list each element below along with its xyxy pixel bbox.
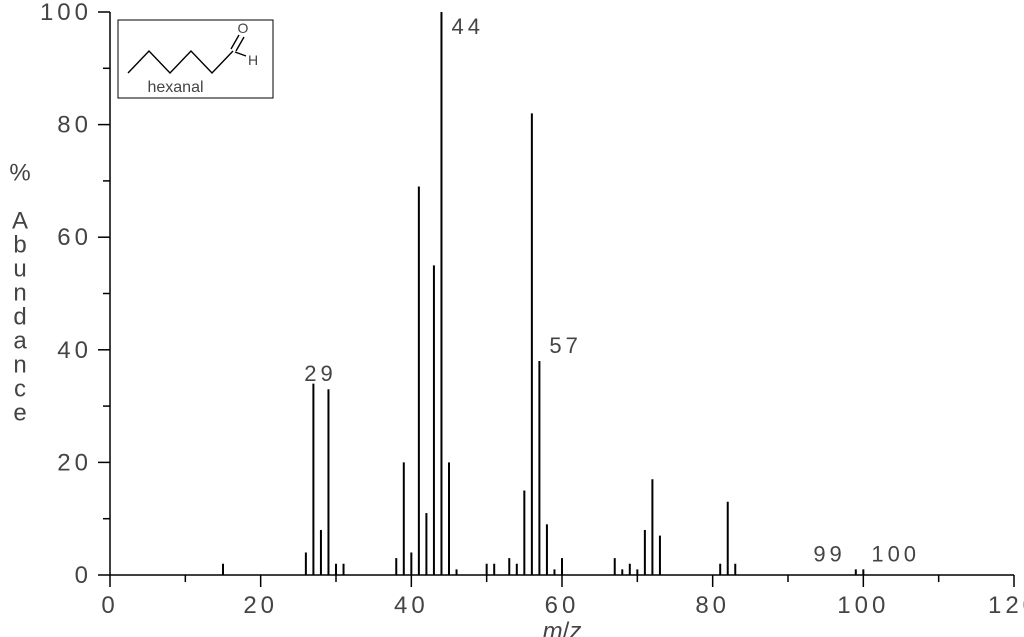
x-tick-label: 40 <box>394 592 429 619</box>
y-axis-label-char: % <box>9 160 30 187</box>
y-axis-label: % Abundance <box>9 160 30 427</box>
y-axis-label-char: b <box>13 232 26 259</box>
y-tick-label: 20 <box>57 449 92 476</box>
atom-label-o: O <box>238 20 249 36</box>
x-tick-label: 100 <box>837 592 889 619</box>
x-tick-label: 20 <box>243 592 278 619</box>
y-tick-label: 0 <box>75 562 92 589</box>
molecule-bond <box>235 52 246 56</box>
chart-container: 020406080100120020406080100 29445799100 … <box>0 0 1024 637</box>
y-axis-label-char: n <box>13 352 26 379</box>
y-axis-label-char: a <box>13 328 27 355</box>
x-axis-label: m/z <box>543 618 582 637</box>
peak-label: 100 <box>871 541 920 566</box>
peak-label: 57 <box>549 333 581 358</box>
peak-label: 99 <box>813 541 845 566</box>
x-tick-label: 0 <box>101 592 118 619</box>
atom-label-h: H <box>248 52 258 68</box>
y-axis-label-char: A <box>12 208 28 235</box>
y-tick-label: 80 <box>57 112 92 139</box>
x-tick-label: 120 <box>988 592 1024 619</box>
peak-labels: 29 44 57 99 100 <box>304 14 920 566</box>
x-axis-label-text: m/z <box>543 618 582 637</box>
molecule-name: hexanal <box>147 79 203 96</box>
y-axis-label-char: d <box>13 304 26 331</box>
x-tick-label: 60 <box>545 592 580 619</box>
molecule-inset: OHhexanal <box>118 20 273 98</box>
peak-label: 29 <box>304 361 336 386</box>
mass-spectrum-chart: 020406080100120020406080100 29445799100 … <box>0 0 1024 637</box>
peak-label: 44 <box>451 14 483 39</box>
y-axis-label-char: c <box>14 376 26 403</box>
y-axis-label-char: u <box>13 256 26 283</box>
y-axis-label-char: e <box>13 400 26 427</box>
x-tick-label: 80 <box>695 592 730 619</box>
y-tick-label: 40 <box>57 337 92 364</box>
molecule-backbone <box>128 51 233 73</box>
y-tick-label: 100 <box>40 0 92 26</box>
y-axis-label-char: n <box>13 280 26 307</box>
y-tick-label: 60 <box>57 224 92 251</box>
spectrum-bars <box>223 12 863 575</box>
